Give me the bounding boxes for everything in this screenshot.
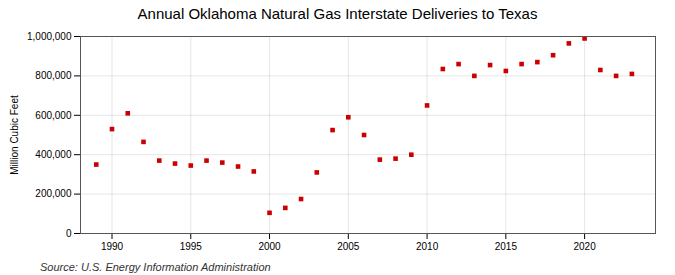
html-text:Source: U.S. Energy Informatio: Source: U.S. Energy Information Administ… (40, 261, 271, 273)
svg-text:400,000: 400,000 (35, 149, 72, 160)
svg-text:2005: 2005 (337, 241, 360, 252)
html-text:Annual Oklahoma Natural Gas In: Annual Oklahoma Natural Gas Interstate D… (137, 5, 538, 22)
svg-text:2020: 2020 (573, 241, 596, 252)
svg-text:200,000: 200,000 (35, 188, 72, 199)
svg-text:2015: 2015 (495, 241, 518, 252)
svg-text:Million Cubic Feet: Million Cubic Feet (9, 95, 20, 175)
svg-text:600,000: 600,000 (35, 110, 72, 121)
svg-text:800,000: 800,000 (35, 70, 72, 81)
svg-text:2010: 2010 (416, 241, 439, 252)
svg-text:1,000,000: 1,000,000 (27, 31, 72, 42)
svg-text:1995: 1995 (180, 241, 203, 252)
svg-text:0: 0 (66, 228, 72, 239)
svg-text:1990: 1990 (101, 241, 124, 252)
svg-text:2000: 2000 (258, 241, 281, 252)
